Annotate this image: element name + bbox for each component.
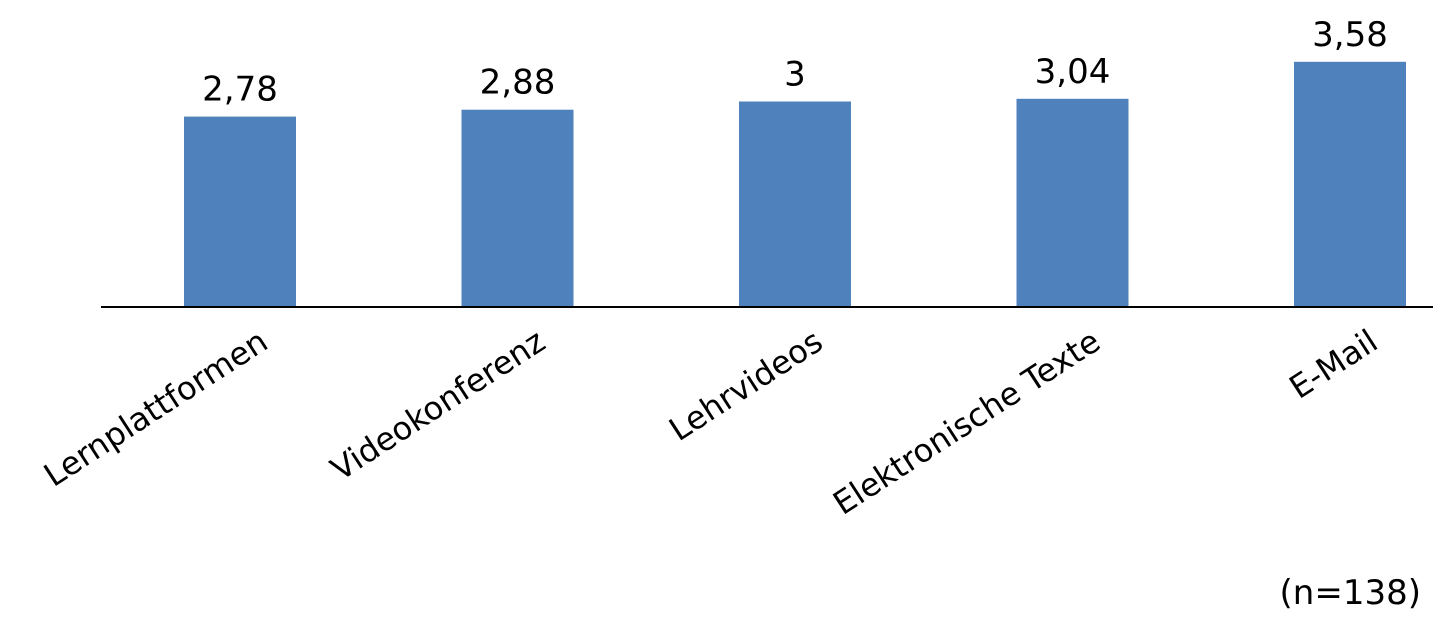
value-label: 3,58 [1312,15,1388,55]
bar-lernplattformen [184,116,296,307]
bar-e-mail [1294,61,1406,307]
value-labels-group: 2,78 2,88 3 3,04 3,58 [202,15,1388,110]
category-label: E-Mail [1283,322,1385,407]
category-label: Videokonferenz [324,322,552,488]
category-label: Lehrvideos [662,322,829,449]
category-label: Lernplattformen [37,322,274,495]
value-label: 2,78 [202,70,278,110]
bar-elektronische-texte [1016,98,1129,307]
value-label: 2,88 [480,63,556,103]
bars-group [184,61,1406,307]
sample-size-note: (n=138) [1279,573,1421,613]
value-label: 3 [784,55,806,95]
value-label: 3,04 [1035,52,1111,92]
category-labels-group: Lernplattformen Videokonferenz LehrvideosE… [37,322,1384,523]
bar-videokonferenz [461,109,574,307]
bar-lehrvideos [739,101,851,307]
category-label: Elektronische Texte [826,322,1107,523]
